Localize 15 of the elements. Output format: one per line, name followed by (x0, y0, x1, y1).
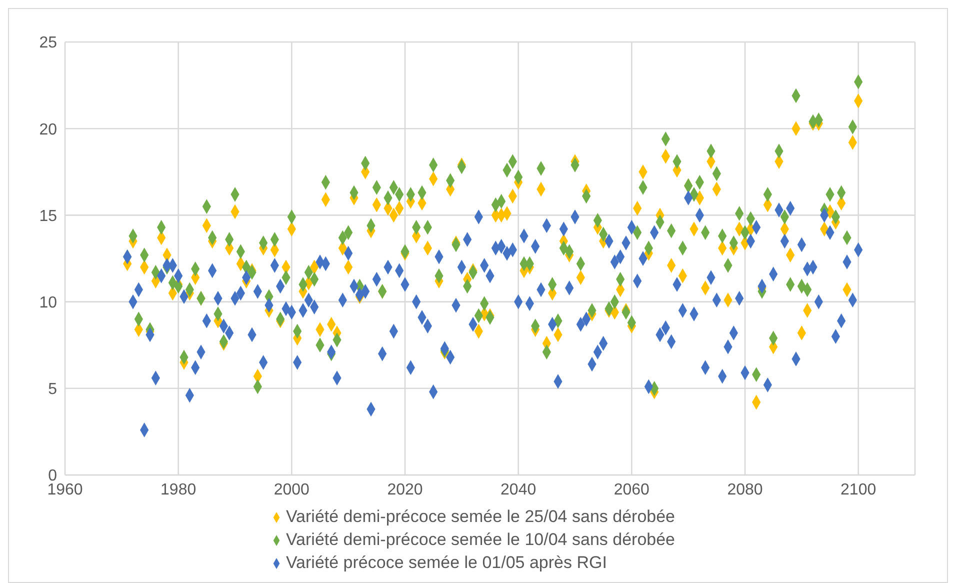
x-tick-label: 2080 (727, 481, 763, 498)
y-tick-label: 25 (39, 34, 58, 52)
legend-label: Variété précoce semée le 01/05 après RGI (286, 553, 607, 572)
x-tick-label: 2100 (840, 481, 876, 498)
y-tick-label: 5 (48, 381, 58, 398)
x-tick-label: 2060 (614, 481, 650, 498)
y-tick-label: 15 (39, 208, 58, 225)
legend-label: Variété demi-précoce semée le 10/04 sans dérobée (286, 530, 676, 549)
y-tick-label: 10 (39, 294, 58, 312)
y-tick-label: 20 (39, 121, 58, 138)
x-tick-label: 2020 (387, 481, 423, 498)
x-tick-label: 1980 (160, 481, 196, 498)
x-tick-label: 2040 (500, 481, 536, 498)
x-tick-label: 2000 (274, 481, 310, 498)
legend-label: Variété demi-précoce semée le 25/04 sans dérobée (286, 507, 676, 526)
